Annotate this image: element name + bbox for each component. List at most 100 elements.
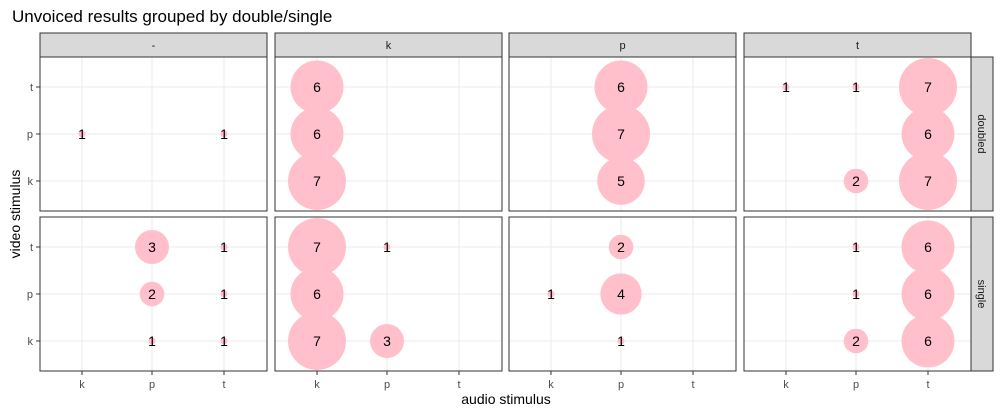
bubble (852, 243, 860, 251)
x-tick-label: t (926, 379, 929, 391)
bubble-count-label: 3 (148, 239, 156, 255)
column-strip-label: k (386, 40, 392, 52)
bubble-count-label: 1 (220, 333, 228, 349)
panel-border (508, 216, 737, 372)
bubble (852, 83, 860, 91)
bubble (290, 267, 344, 321)
y-tick-label: p (27, 289, 33, 301)
bubble-count-label: 1 (547, 286, 555, 302)
x-tick-label: p (149, 379, 155, 391)
bubble-count-label: 1 (383, 239, 391, 255)
bubble-count-label: 7 (924, 79, 932, 95)
bubble (901, 314, 955, 368)
bubble (901, 107, 955, 161)
bubble-count-label: 6 (617, 79, 625, 95)
bubble-count-label: 1 (78, 126, 86, 142)
bubble-count-label: 2 (852, 173, 860, 189)
bubble (148, 337, 156, 345)
bubble-count-label: 1 (617, 333, 625, 349)
chart-title: Unvoiced results grouped by double/singl… (12, 7, 332, 26)
bubble-count-label: 2 (148, 286, 156, 302)
bubble (220, 337, 228, 345)
bubble-count-label: 7 (313, 239, 321, 255)
bubble (852, 290, 860, 298)
panel-border (274, 56, 503, 212)
bubble (617, 337, 625, 345)
bubble (288, 218, 346, 276)
bubble (290, 107, 344, 161)
bubble-count-label: 6 (924, 286, 932, 302)
bubble (899, 152, 957, 210)
bubble-count-label: 1 (852, 79, 860, 95)
y-tick-label: t (30, 82, 33, 94)
panel-border (743, 56, 972, 212)
bubble (899, 58, 957, 116)
y-tick-label: p (27, 129, 33, 141)
bubble-count-label: 1 (220, 126, 228, 142)
bubble (383, 243, 391, 251)
bubble-count-label: 1 (148, 333, 156, 349)
x-tick-label: k (79, 379, 85, 391)
column-strip (274, 32, 503, 58)
bubble-count-label: 1 (220, 286, 228, 302)
bubble (901, 267, 955, 321)
bubble (597, 157, 645, 205)
bubble-count-label: 2 (617, 239, 625, 255)
bubble (139, 281, 165, 307)
bubble (220, 130, 228, 138)
panel-border (274, 216, 503, 372)
bubble (843, 328, 869, 354)
bubble (600, 273, 642, 315)
x-axis-title: audio stimulus (461, 391, 551, 407)
bubble (220, 290, 228, 298)
bubble-count-label: 1 (852, 239, 860, 255)
bubble (220, 243, 228, 251)
bubble (592, 105, 650, 163)
bubble (370, 324, 404, 358)
x-tick-label: p (618, 379, 624, 391)
bubble (290, 60, 344, 114)
bubble-count-label: 4 (617, 286, 625, 302)
column-strip-label: - (152, 40, 156, 52)
bubble-count-label: 7 (617, 126, 625, 142)
bubble-count-label: 6 (313, 126, 321, 142)
x-tick-label: p (853, 379, 859, 391)
bubble (843, 168, 869, 194)
bubble (608, 234, 634, 260)
x-tick-label: t (222, 379, 225, 391)
y-axis-title: video stimulus (7, 170, 23, 259)
x-tick-label: k (314, 379, 320, 391)
bubble-count-label: 1 (782, 79, 790, 95)
facet-grid: - k p t doubled single 1 1 6 6 7 6 7 5 1 1 7 6 2 7 3 1 2 1 1 1 7 1 6… (27, 32, 994, 391)
bubble-count-label: 6 (924, 239, 932, 255)
bubble (594, 60, 648, 114)
panel-border (508, 56, 737, 212)
column-strip (39, 32, 268, 58)
bubble-count-label: 5 (617, 173, 625, 189)
bubble (288, 152, 346, 210)
x-tick-label: k (548, 379, 554, 391)
bubble-count-label: 6 (924, 333, 932, 349)
bubble (901, 220, 955, 274)
row-strip-label: single (975, 280, 987, 309)
bubble (547, 290, 555, 298)
bubble (288, 312, 346, 370)
row-strip-label: doubled (975, 114, 987, 153)
column-strip-label: p (619, 40, 625, 52)
bubble-count-label: 1 (852, 286, 860, 302)
x-tick-label: t (691, 379, 694, 391)
x-tick-label: k (783, 379, 789, 391)
y-tick-label: k (28, 176, 34, 188)
x-tick-label: p (384, 379, 390, 391)
y-tick-label: k (28, 336, 34, 348)
bubble-count-label: 7 (313, 173, 321, 189)
bubble (135, 230, 169, 264)
x-tick-label: t (457, 379, 460, 391)
bubble-count-label: 3 (383, 333, 391, 349)
panel-border (743, 216, 972, 372)
bubble-count-label: 7 (313, 333, 321, 349)
bubble (782, 83, 790, 91)
column-strip-label: t (856, 40, 859, 52)
bubble-count-label: 6 (313, 79, 321, 95)
